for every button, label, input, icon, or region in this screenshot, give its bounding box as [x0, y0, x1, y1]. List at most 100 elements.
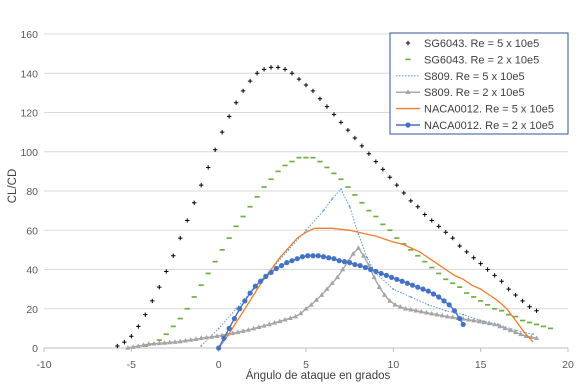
point-5-46	[457, 315, 463, 322]
point-5-10	[268, 269, 274, 276]
point-3-17	[214, 333, 220, 339]
point-5-39	[420, 286, 426, 292]
point-5-21	[326, 255, 332, 261]
point-2-22	[532, 333, 534, 336]
point-3-2	[135, 343, 141, 348]
point-2-11	[357, 233, 360, 236]
legend-items: SG6043. Re = 5 x 10e5 SG6043. Re = 2 x 10…	[396, 38, 554, 132]
point-3-10	[177, 338, 183, 344]
point-5-24	[341, 259, 348, 265]
point-3-67	[476, 318, 482, 324]
point-2-6	[305, 229, 307, 232]
legend-label-0: SG6043. Re = 5 x 10e5	[424, 38, 539, 50]
point-2-15	[409, 296, 412, 298]
point-5-41	[430, 291, 437, 297]
point-5-11	[273, 265, 279, 272]
y-tick-20: 20	[26, 304, 38, 316]
point-5-33	[388, 274, 395, 280]
legend: SG6043. Re = 5 x 10e5 SG6043. Re = 2 x 10…	[389, 32, 569, 135]
point-5-45	[451, 308, 458, 314]
point-5-9	[263, 273, 269, 279]
point-0-45	[429, 218, 434, 223]
series-5	[216, 253, 466, 351]
point-5-19	[315, 253, 321, 259]
point-3-36	[313, 297, 320, 302]
point-5-36	[404, 280, 410, 286]
point-5-34	[394, 276, 400, 282]
point-0-43	[415, 204, 420, 209]
point-0-11	[192, 200, 197, 205]
point-5-20	[320, 254, 327, 260]
point-5-8	[257, 278, 264, 284]
legend-marker-5	[405, 122, 411, 128]
point-2-14	[392, 288, 395, 291]
point-3-13	[193, 336, 199, 341]
legend-label-1: SG6043. Re = 2 x 10e5	[424, 54, 539, 66]
point-0-35	[359, 143, 365, 149]
point-5-29	[368, 266, 374, 273]
point-3-59	[434, 311, 440, 317]
point-3-60	[439, 312, 445, 318]
point-0-47	[443, 230, 448, 235]
point-3-26	[261, 323, 267, 328]
point-0-5	[150, 298, 155, 304]
point-2-19	[479, 319, 482, 322]
point-0-3	[136, 324, 141, 329]
point-3-54	[408, 306, 414, 312]
point-5-6	[247, 290, 253, 296]
point-0-19	[247, 78, 253, 84]
point-5-16	[299, 254, 306, 260]
point-0-1	[122, 339, 127, 345]
point-2-7	[322, 209, 325, 212]
point-3-55	[413, 307, 419, 313]
y-tick-40: 40	[26, 265, 38, 277]
point-2-8	[331, 197, 334, 200]
point-3-3	[140, 342, 147, 347]
point-3-72	[502, 325, 508, 331]
point-0-57	[513, 292, 518, 298]
point-3-73	[507, 327, 513, 333]
series-0	[115, 65, 539, 349]
point-0-10	[185, 218, 190, 223]
legend-label-4: NACA0012. Re = 5 x 10e5	[424, 104, 554, 116]
series-layer	[115, 65, 554, 351]
point-3-28	[271, 320, 278, 325]
point-0-31	[331, 112, 337, 117]
x-tick-15: 15	[475, 359, 487, 371]
y-tick-60: 60	[26, 225, 38, 237]
point-5-44	[446, 302, 452, 308]
point-5-31	[378, 270, 384, 277]
x-tick-10: 10	[387, 359, 399, 371]
point-0-0	[115, 343, 120, 349]
x-tick-5: 5	[303, 359, 309, 371]
legend-marker-0	[405, 40, 411, 46]
point-5-47	[460, 321, 466, 328]
point-0-44	[422, 212, 427, 217]
point-3-14	[198, 335, 204, 340]
point-0-12	[199, 182, 204, 188]
point-3-27	[266, 321, 272, 327]
point-3-23	[245, 327, 251, 332]
point-5-13	[284, 260, 290, 266]
point-3-40	[334, 274, 341, 280]
point-2-0	[200, 345, 203, 347]
point-3-25	[256, 324, 262, 329]
point-3-30	[282, 316, 288, 322]
point-2-2	[235, 307, 238, 310]
point-3-16	[209, 334, 215, 339]
point-5-0	[216, 345, 222, 351]
point-0-42	[408, 198, 413, 204]
point-0-20	[254, 71, 260, 76]
point-0-46	[436, 224, 441, 229]
point-5-27	[357, 262, 363, 269]
point-2-9	[340, 188, 342, 190]
point-3-0	[125, 345, 131, 350]
y-tick-140: 140	[20, 68, 38, 80]
point-5-40	[425, 288, 431, 294]
point-0-6	[157, 284, 162, 290]
point-3-48	[376, 284, 382, 289]
point-0-24	[282, 67, 288, 72]
point-5-32	[383, 272, 389, 278]
series-1	[142, 156, 554, 347]
